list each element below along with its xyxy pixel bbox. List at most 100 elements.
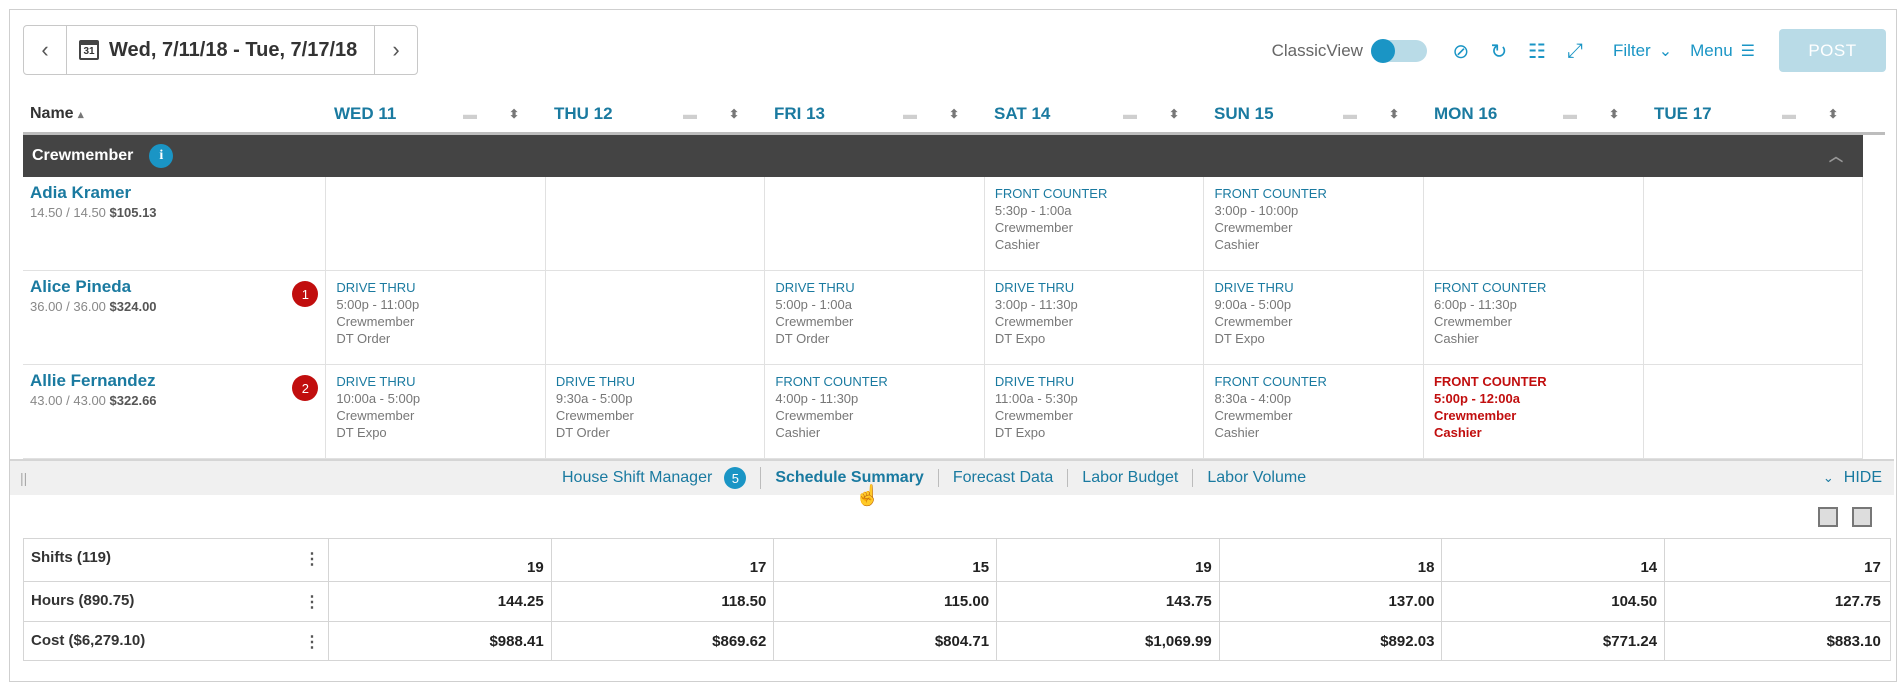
shift-cell[interactable]: FRONT COUNTER 4:00p - 11:30p Crewmember Cas…: [765, 365, 985, 458]
hide-visibility-icon[interactable]: ⊘: [1452, 40, 1470, 63]
alert-count-badge[interactable]: 1: [292, 281, 319, 307]
comment-icon[interactable]: ▬: [683, 105, 697, 122]
comment-icon[interactable]: ▬: [1123, 105, 1137, 122]
more-options-icon[interactable]: ⋮: [304, 594, 320, 611]
panel-tab[interactable]: Schedule Summary: [761, 469, 939, 487]
summary-value: $804.71: [774, 622, 998, 660]
date-range-picker[interactable]: 31 Wed, 7/11/18 - Tue, 7/17/18: [67, 26, 374, 74]
shift-station: DT Order: [336, 331, 391, 346]
empty-shift-cell[interactable]: [765, 177, 985, 270]
shift-cell[interactable]: FRONT COUNTER 8:30a - 4:00p Crewmember Cash…: [1204, 365, 1424, 458]
shift-role: Crewmember: [994, 408, 1073, 423]
name-column-header[interactable]: Name ▴: [23, 105, 327, 123]
sort-icon[interactable]: ⬍: [1827, 106, 1838, 121]
day-column-header[interactable]: SUN 15 ▬ ⬍: [1207, 104, 1427, 124]
day-column-header[interactable]: FRI 13 ▬ ⬍: [767, 104, 987, 124]
shift-cell[interactable]: DRIVE THRU 9:30a - 5:00p Crewmember DT Orde…: [546, 365, 766, 458]
employee-row: Adia Kramer 14.50 / 14.50 $105.13 FRONT CO…: [23, 177, 1864, 271]
info-icon[interactable]: i: [149, 144, 174, 168]
sort-icon[interactable]: ⬍: [1388, 106, 1399, 121]
employee-name[interactable]: Adia Kramer: [30, 183, 132, 202]
summary-value: 14: [1442, 539, 1666, 581]
tab-label: Schedule Summary: [775, 469, 924, 486]
hours-value: 14.50 / 14.50: [30, 205, 106, 220]
sort-icon[interactable]: ⬍: [508, 106, 519, 121]
chart-view-icon[interactable]: [1852, 507, 1872, 527]
collapse-caret-icon[interactable]: ︿: [1829, 148, 1843, 164]
refresh-icon[interactable]: ↻: [1490, 40, 1508, 63]
sort-icon[interactable]: ⬍: [1608, 106, 1619, 121]
fullscreen-icon[interactable]: ⤢: [1566, 39, 1583, 62]
empty-shift-cell[interactable]: [1644, 177, 1864, 270]
tab-label: Forecast Data: [952, 469, 1054, 486]
employee-cell: Allie Fernandez 43.00 / 43.00 $322.66 2: [23, 365, 327, 458]
panel-tab[interactable]: House Shift Manager 5: [562, 467, 762, 489]
shift-cell[interactable]: DRIVE THRU 9:00a - 5:00p Crewmember DT Expo: [1204, 271, 1424, 364]
table-view-icon[interactable]: [1818, 507, 1838, 527]
day-column-header[interactable]: TUE 17 ▬ ⬍: [1647, 104, 1866, 124]
day-column-header[interactable]: SAT 14 ▬ ⬍: [987, 104, 1207, 124]
comment-icon[interactable]: ▬: [1782, 105, 1796, 122]
day-column-header[interactable]: THU 12 ▬ ⬍: [547, 104, 767, 124]
shift-time: 3:00p - 11:30p: [994, 297, 1078, 312]
comment-icon[interactable]: ▬: [1343, 105, 1357, 122]
employee-name[interactable]: Alice Pineda: [30, 277, 132, 296]
shift-cell[interactable]: FRONT COUNTER 6:00p - 11:30p Crewmember Cas…: [1424, 271, 1644, 364]
hide-panel-button[interactable]: ⌄ HIDE: [1823, 469, 1882, 487]
list-view-icon[interactable]: ☷: [1527, 40, 1546, 63]
shift-cell[interactable]: DRIVE THRU 3:00p - 11:30p Crewmember DT Exp…: [985, 271, 1205, 364]
tab-label: Labor Budget: [1082, 469, 1179, 486]
employee-cell: Alice Pineda 36.00 / 36.00 $324.00 1: [23, 271, 327, 364]
summary-value: 115.00: [774, 582, 998, 621]
menu-button[interactable]: Menu ☰: [1690, 41, 1755, 61]
date-range-label: Wed, 7/11/18 - Tue, 7/17/18: [109, 38, 358, 61]
shift-role: Crewmember: [1214, 408, 1293, 423]
filter-dropdown[interactable]: Filter ⌄: [1613, 41, 1672, 61]
next-week-button[interactable]: ›: [374, 26, 417, 74]
shift-cell[interactable]: DRIVE THRU 11:00a - 5:30p Crewmember DT Exp…: [985, 365, 1205, 458]
sort-icon[interactable]: ⬍: [1168, 106, 1179, 121]
hours-value: 43.00 / 43.00: [30, 393, 106, 408]
shift-cell[interactable]: FRONT COUNTER 5:00p - 12:00a Crewmember Cas…: [1424, 365, 1644, 458]
empty-shift-cell[interactable]: [546, 271, 766, 364]
shift-time: 9:00a - 5:00p: [1214, 297, 1292, 312]
summary-value: 19: [997, 539, 1220, 581]
day-column-header[interactable]: MON 16 ▬ ⬍: [1427, 104, 1647, 124]
empty-shift-cell[interactable]: [546, 177, 766, 270]
summary-value: $988.41: [329, 622, 552, 660]
summary-label-text: Hours (890.75): [31, 592, 135, 609]
group-header-crewmember[interactable]: Crewmember i ︿: [23, 135, 1863, 177]
shift-cell[interactable]: DRIVE THRU 10:00a - 5:00p Crewmember DT Exp…: [326, 365, 546, 458]
previous-week-button[interactable]: ‹: [24, 26, 67, 74]
more-options-icon[interactable]: ⋮: [304, 634, 320, 651]
panel-tab-list: House Shift Manager 5 Schedule Summary Fore…: [562, 467, 1320, 489]
panel-tab[interactable]: Labor Volume: [1193, 469, 1320, 487]
sort-icon[interactable]: ⬍: [948, 106, 959, 121]
empty-shift-cell[interactable]: [1644, 365, 1864, 458]
shift-cell[interactable]: FRONT COUNTER 5:30p - 1:00a Crewmember Cash…: [985, 177, 1205, 270]
hand-cursor-icon: ☝: [855, 485, 880, 507]
shift-cell[interactable]: FRONT COUNTER 3:00p - 10:00p Crewmember Cas…: [1204, 177, 1424, 270]
comment-icon[interactable]: ▬: [463, 105, 477, 122]
comment-icon[interactable]: ▬: [1563, 105, 1577, 122]
classic-view-toggle[interactable]: [1370, 39, 1427, 63]
panel-tab[interactable]: Labor Budget: [1068, 469, 1194, 487]
comment-icon[interactable]: ▬: [903, 105, 917, 122]
panel-tab[interactable]: Forecast Data: [939, 469, 1069, 487]
drag-handle-icon[interactable]: ||: [20, 470, 28, 486]
more-options-icon[interactable]: ⋮: [304, 551, 320, 568]
empty-shift-cell[interactable]: [1424, 177, 1644, 270]
employee-name[interactable]: Allie Fernandez: [30, 371, 156, 390]
post-button[interactable]: POST: [1779, 29, 1886, 72]
shift-cell[interactable]: DRIVE THRU 5:00p - 1:00a Crewmember DT Orde…: [765, 271, 985, 364]
empty-shift-cell[interactable]: [326, 177, 546, 270]
shift-cell[interactable]: DRIVE THRU 5:00p - 11:00p Crewmember DT Ord…: [326, 271, 546, 364]
shift-station: Cashier: [994, 237, 1040, 252]
empty-shift-cell[interactable]: [1644, 271, 1864, 364]
alert-count-badge[interactable]: 2: [292, 375, 319, 401]
date-navigator: ‹ 31 Wed, 7/11/18 - Tue, 7/17/18 ›: [23, 25, 418, 75]
shift-time: 5:00p - 11:00p: [336, 297, 420, 312]
shift-position: FRONT COUNTER: [1433, 374, 1547, 389]
sort-icon[interactable]: ⬍: [728, 106, 739, 121]
day-column-header[interactable]: WED 11 ▬ ⬍: [327, 104, 547, 124]
